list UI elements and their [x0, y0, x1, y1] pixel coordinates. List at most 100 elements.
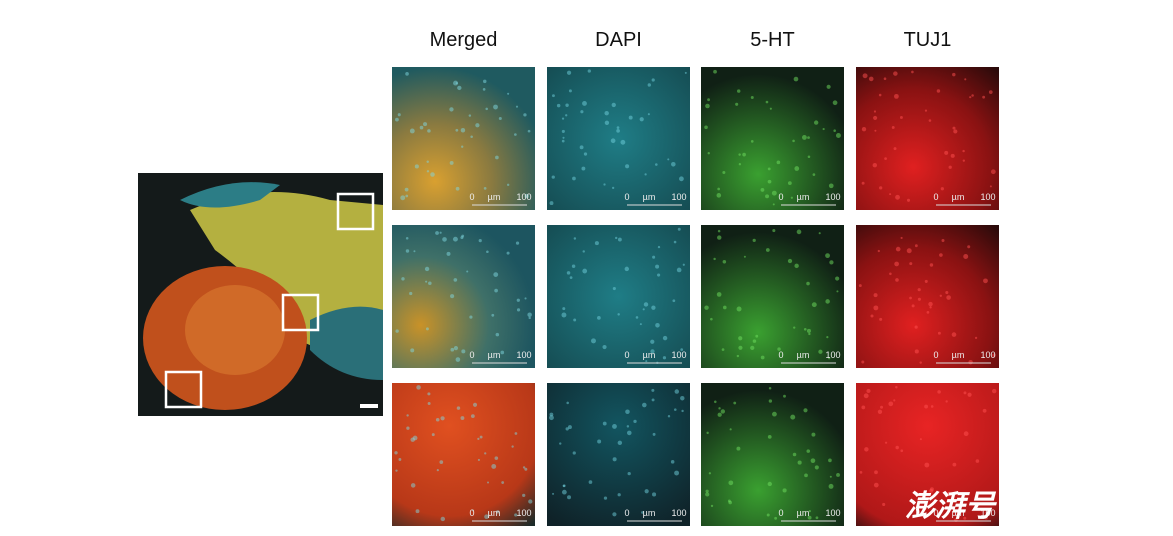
cell: [822, 127, 825, 131]
cell: [583, 152, 588, 156]
column-header: TUJ1: [904, 29, 952, 51]
cell: [566, 271, 571, 275]
cell: [616, 126, 620, 129]
cell: [899, 115, 903, 119]
cell: [615, 236, 618, 240]
cell: [752, 238, 756, 243]
cell: [397, 113, 401, 117]
cell: [750, 140, 754, 143]
cell: [964, 78, 967, 81]
cell: [568, 89, 572, 93]
cell: [628, 115, 633, 120]
cell: [641, 511, 644, 514]
cell: [486, 481, 490, 484]
cell: [836, 473, 840, 477]
cell: [562, 136, 565, 139]
cell: [870, 314, 874, 318]
cell: [573, 237, 577, 240]
micrograph: [856, 67, 999, 210]
scale-unit: µm: [797, 508, 810, 518]
cell: [766, 513, 770, 517]
cell: [515, 241, 520, 245]
cell: [945, 290, 949, 295]
cell: [710, 504, 714, 508]
cell: [549, 415, 554, 421]
cell: [627, 471, 631, 476]
cell: [644, 173, 647, 176]
cell: [528, 316, 531, 320]
cell: [602, 421, 607, 426]
cell: [624, 266, 630, 272]
cell: [818, 349, 823, 354]
cell: [768, 387, 772, 390]
scale-unit: µm: [488, 350, 501, 360]
cell: [738, 153, 741, 156]
cell: [456, 406, 461, 410]
cell: [861, 405, 866, 410]
cell: [455, 186, 460, 191]
cell: [895, 385, 898, 389]
cell: [872, 162, 878, 168]
cell: [428, 281, 432, 286]
micrograph: [701, 225, 844, 368]
cell: [620, 139, 626, 145]
cell: [939, 294, 942, 297]
cell: [721, 348, 725, 351]
cell: [556, 103, 561, 108]
cell: [562, 307, 566, 311]
cell: [647, 113, 650, 116]
cell: [879, 317, 883, 321]
cell: [874, 129, 877, 132]
cell: [484, 452, 487, 455]
scale-unit: µm: [643, 508, 656, 518]
cell: [561, 139, 565, 143]
scale-end: 100: [516, 350, 531, 360]
cell: [639, 323, 642, 326]
cell: [877, 409, 883, 414]
cell: [952, 462, 957, 467]
cell: [440, 416, 445, 421]
cell: [713, 69, 717, 74]
scale-start: 0: [624, 350, 629, 360]
cell: [911, 304, 915, 308]
cell: [873, 305, 879, 311]
cell: [580, 110, 584, 114]
cell: [792, 452, 797, 457]
cell: [866, 388, 871, 394]
cell: [552, 492, 555, 495]
cell: [604, 120, 610, 125]
cell: [581, 166, 586, 171]
cell: [874, 470, 878, 475]
cell: [587, 69, 591, 73]
cell: [861, 181, 865, 185]
scale-start: 0: [624, 192, 629, 202]
cell: [670, 460, 675, 464]
cell: [642, 402, 647, 408]
cell: [873, 115, 878, 120]
cell: [453, 278, 458, 282]
cell: [962, 149, 965, 153]
cell: [909, 262, 913, 266]
cell: [790, 196, 793, 199]
cell: [667, 158, 670, 161]
cell: [469, 315, 473, 319]
cell: [566, 401, 569, 405]
cell: [485, 107, 488, 111]
cell: [514, 513, 518, 517]
cell: [394, 451, 398, 455]
cell: [919, 361, 922, 364]
cell: [738, 336, 743, 341]
cell: [787, 181, 792, 186]
cell: [423, 122, 428, 127]
cell: [677, 227, 681, 231]
cell: [828, 458, 832, 463]
scale-end: 100: [980, 192, 995, 202]
cell: [991, 388, 997, 394]
cell: [440, 516, 446, 522]
cell: [828, 183, 834, 189]
cell: [894, 261, 899, 267]
cell: [944, 150, 949, 155]
cell: [737, 89, 741, 93]
scale-end: 100: [825, 192, 840, 202]
scale-unit: µm: [797, 192, 810, 202]
